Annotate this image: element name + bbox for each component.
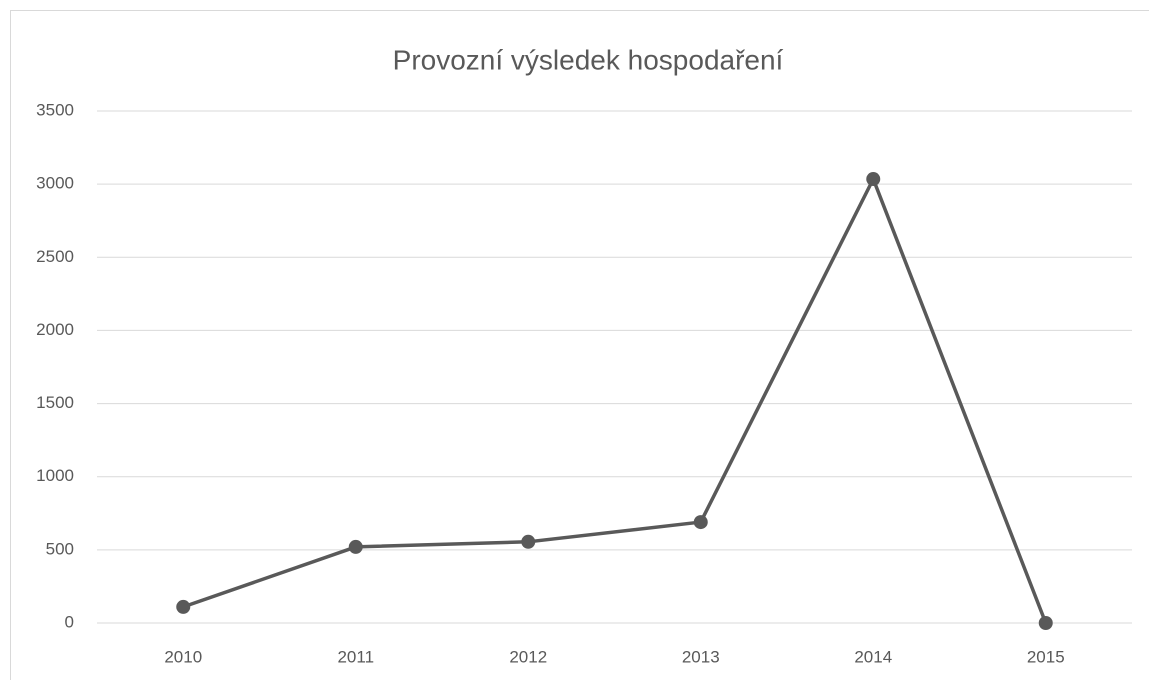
y-tick-label: 1000 xyxy=(36,466,74,485)
x-tick-label: 2011 xyxy=(337,647,374,666)
x-tick-label: 2013 xyxy=(682,647,720,666)
marker xyxy=(349,540,363,554)
x-tick-label: 2014 xyxy=(854,647,892,666)
y-tick-label: 1500 xyxy=(36,393,74,412)
x-tick-label: 2010 xyxy=(164,647,202,666)
y-tick-label: 3000 xyxy=(36,174,74,193)
y-tick-label: 500 xyxy=(46,539,74,558)
y-tick-label: 3500 xyxy=(36,100,74,119)
marker xyxy=(694,515,708,529)
y-tick-label: 2500 xyxy=(36,247,74,266)
marker xyxy=(176,600,190,614)
y-tick-label: 0 xyxy=(65,612,74,631)
chart-title: Provozní výsledek hospodaření xyxy=(393,44,784,75)
marker xyxy=(866,172,880,186)
x-tick-label: 2015 xyxy=(1027,647,1065,666)
marker xyxy=(1039,616,1053,630)
y-tick-label: 2000 xyxy=(36,320,74,339)
marker xyxy=(521,535,535,549)
x-tick-label: 2012 xyxy=(509,647,547,666)
